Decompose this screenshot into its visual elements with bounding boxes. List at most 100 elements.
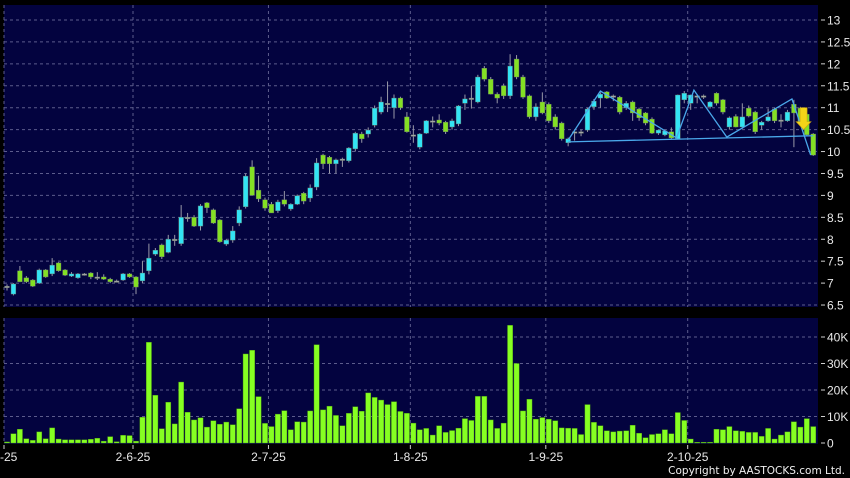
candle-body-up [365, 129, 371, 135]
volume-bar [17, 429, 23, 444]
candle [526, 94, 533, 119]
candle-body-down [281, 199, 287, 205]
candle-body-up [10, 283, 17, 295]
candle-body-down [713, 93, 720, 104]
candle-body-doji [339, 158, 346, 161]
volume-bar [42, 438, 49, 444]
volume-bar [75, 439, 81, 444]
candle-body-down [526, 95, 533, 118]
candle [365, 127, 371, 138]
candle [713, 92, 720, 106]
volume-bar [391, 401, 397, 444]
volume-bar [158, 428, 165, 444]
candle [707, 101, 713, 109]
candle-body-down [539, 101, 545, 114]
candle-body-down [436, 119, 442, 124]
candle-body-up [165, 239, 171, 253]
volume-bar [378, 399, 384, 444]
volume-bar [178, 381, 184, 444]
volume-bar [184, 412, 191, 444]
candle [243, 173, 249, 209]
price-panel [4, 5, 818, 307]
candle-body-up [352, 132, 358, 150]
candle-body-down [56, 262, 62, 272]
candle [359, 131, 365, 143]
volume-bar [526, 399, 533, 444]
candle-body-down [320, 154, 326, 165]
candle [681, 91, 687, 104]
candle-body-up [423, 120, 429, 134]
candle [294, 194, 300, 206]
candle-body-doji [184, 217, 191, 220]
candle [746, 105, 752, 118]
candle-body-doji [172, 239, 178, 241]
candle [649, 117, 655, 135]
candle [430, 116, 436, 128]
candle-body-doji [578, 131, 584, 134]
candle [236, 206, 242, 227]
candle-body-up [726, 117, 733, 128]
volume-bar [449, 430, 455, 444]
price-tick-label: 11 [827, 101, 840, 115]
candle-body-doji [572, 131, 578, 134]
volume-tick-label: 10K [827, 410, 848, 424]
candle-body-doji [114, 280, 120, 283]
volume-bar [707, 442, 713, 444]
candle-body-down [404, 116, 410, 133]
candle-body-down [301, 193, 307, 202]
candle [726, 116, 733, 130]
candle-body-doji [430, 120, 436, 123]
candle [4, 284, 10, 291]
candle [268, 201, 275, 214]
candle-body-up [462, 98, 468, 104]
price-tick-label: 12.5 [827, 35, 850, 49]
price-tick-label: 7.5 [827, 255, 844, 269]
volume-bar [94, 438, 101, 444]
candle [320, 153, 326, 170]
volume-bar [533, 418, 539, 444]
candle-body-up [223, 239, 229, 245]
candle-body-doji [4, 285, 10, 288]
candle [262, 197, 268, 211]
candle [378, 96, 384, 115]
candle-body-down [326, 157, 333, 165]
candle-body-up [759, 121, 765, 126]
pattern-line [567, 88, 812, 156]
volume-bar [810, 426, 817, 444]
candle [197, 204, 204, 231]
volume-bars [4, 325, 817, 444]
candle-body-down [255, 189, 262, 200]
price-tick-label: 6.5 [827, 299, 844, 313]
volume-bar [49, 427, 55, 444]
pattern-overlay [567, 88, 814, 156]
candle [178, 205, 184, 246]
volume-bar [597, 425, 604, 444]
candle [559, 121, 565, 141]
candle-body-up [294, 195, 300, 205]
candle-body-down [649, 118, 655, 134]
candle [507, 54, 513, 99]
candle [759, 120, 765, 130]
candle [191, 215, 197, 227]
volume-bar [352, 406, 359, 444]
volume-bar [636, 432, 642, 444]
candle-body-down [191, 217, 197, 227]
price-grid [3, 5, 818, 307]
volume-bar [346, 413, 352, 444]
candle-body-up [146, 257, 152, 272]
candle [449, 118, 455, 130]
candle [10, 283, 17, 296]
volume-bar [487, 419, 494, 444]
volume-bar [171, 423, 178, 444]
candle-body-down [30, 279, 36, 287]
volume-bar [423, 428, 430, 444]
volume-bar [662, 429, 668, 444]
volume-bar [565, 427, 571, 444]
candle [165, 234, 171, 254]
candle-body-up [675, 94, 681, 140]
volume-bar [771, 438, 778, 444]
candle-body-up [230, 230, 236, 241]
candle [314, 158, 320, 191]
volume-bar [339, 425, 346, 444]
